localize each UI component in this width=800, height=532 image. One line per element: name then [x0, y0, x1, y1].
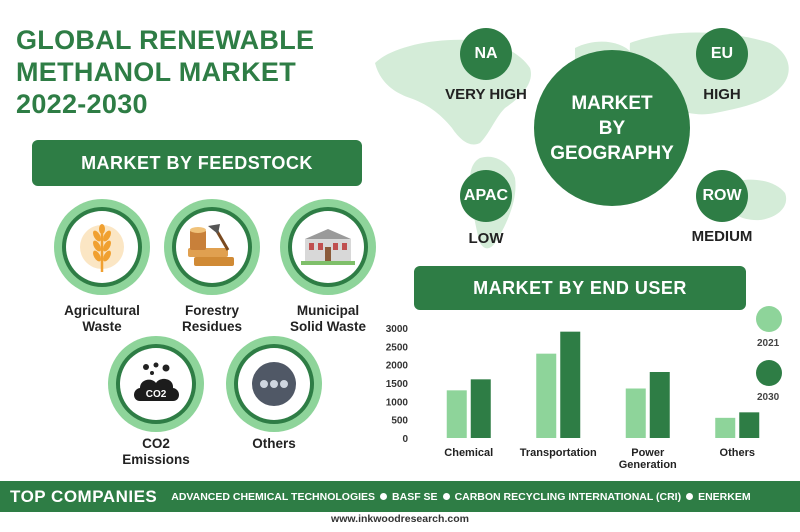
feedstock-co2-label: CO2 Emissions — [96, 436, 216, 468]
top-companies-heading: TOP COMPANIES — [10, 486, 158, 506]
feedstock-agricultural-ring — [54, 199, 150, 295]
y-tick-label: 500 — [391, 416, 408, 427]
region-na-code: NA — [474, 45, 498, 62]
region-row-circle: ROW — [696, 170, 748, 222]
market-by-geography-circle: MARKET BY GEOGRAPHY — [534, 50, 690, 206]
feedstock-others-label: Others — [214, 436, 334, 452]
region-row-code: ROW — [702, 187, 742, 204]
x-category-label: Power — [631, 447, 665, 459]
region-eu-circle: EU — [696, 28, 748, 80]
geo-center-line-1: MARKET — [571, 92, 653, 114]
bar-2030-chemical — [470, 379, 491, 438]
company-2: BASF SE — [392, 490, 438, 503]
feedstock-agricultural-label: Agricultural Waste — [42, 303, 162, 335]
building-icon — [301, 229, 355, 265]
feedstock-agricultural-line-1: Agricultural — [64, 303, 140, 318]
feedstock-municipal-label: Municipal Solid Waste — [268, 303, 388, 335]
website-url: www.inkwoodresearch.com — [331, 513, 469, 525]
region-apac-code: APAC — [463, 187, 509, 204]
feedstock-municipal-ring — [280, 199, 376, 295]
feedstock-heading: MARKET BY FEEDSTOCK — [32, 140, 362, 186]
end-user-bar-chart: 0 500 1000 1500 2000 2500 3000 Chemical Transpor… — [386, 324, 760, 471]
bullet-icon — [442, 493, 450, 500]
feedstock-forestry-label: Forestry Residues — [152, 303, 272, 335]
company-list: ADVANCED CHEMICAL TECHNOLOGIES BASF SE C… — [171, 491, 750, 503]
x-category-label: Chemical — [444, 447, 493, 459]
x-category-label: Others — [720, 447, 755, 459]
legend-swatch-2030 — [756, 360, 782, 386]
title-line-2: METHANOL MARKET — [16, 57, 296, 87]
legend-swatch-2021 — [756, 306, 782, 332]
feedstock-others-line-1: Others — [252, 436, 296, 451]
y-tick-label: 1000 — [386, 397, 409, 408]
feedstock-agricultural-line-2: Waste — [82, 319, 122, 334]
wheat-icon — [80, 224, 124, 272]
geo-center-line-2: BY — [598, 117, 626, 139]
y-tick-label: 0 — [402, 434, 408, 445]
feedstock-municipal-line-1: Municipal — [296, 303, 360, 318]
y-tick-label: 2000 — [386, 361, 409, 372]
feedstock-co2-line-2: Emissions — [122, 452, 190, 467]
bar-2030-others — [739, 412, 760, 438]
region-eu-code: EU — [710, 45, 734, 62]
region-apac-circle: APAC — [460, 170, 512, 222]
legend-label-2030: 2030 — [757, 392, 780, 403]
bar-2021-others — [715, 417, 736, 438]
bar-2021-chemical — [446, 390, 467, 438]
company-4: ENERKEM — [698, 490, 751, 503]
feedstock-co2-ring: CO2 — [108, 336, 204, 432]
feedstock-municipal-line-2: Solid Waste — [289, 319, 366, 334]
region-na-circle: NA — [460, 28, 512, 80]
infographic-title: GLOBAL RENEWABLE METHANOL MARKET 2022-20… — [16, 24, 314, 120]
company-3: CARBON RECYCLING INTERNATIONAL (CRI) — [454, 490, 682, 503]
wood-logs-icon — [188, 224, 234, 266]
x-category-label: Generation — [619, 459, 677, 471]
region-na-level: VERY HIGH — [445, 86, 527, 103]
co2-icon-text: CO2 — [146, 389, 167, 400]
bullet-icon — [380, 493, 388, 500]
y-tick-label: 2500 — [386, 342, 409, 353]
title-line-3: 2022-2030 — [16, 89, 148, 119]
feedstock-co2-line-1: CO2 — [142, 436, 170, 451]
title-line-1: GLOBAL RENEWABLE — [16, 25, 315, 55]
ellipsis-icon — [252, 362, 296, 406]
geo-center-line-3: GEOGRAPHY — [550, 142, 674, 164]
y-tick-label: 3000 — [386, 324, 409, 335]
region-eu-level: HIGH — [703, 86, 741, 103]
co2-cloud-icon: CO2 — [134, 362, 179, 401]
x-category-label: Transportation — [520, 447, 597, 459]
company-1: ADVANCED CHEMICAL TECHNOLOGIES — [171, 490, 376, 503]
legend-label-2021: 2021 — [757, 338, 780, 349]
region-apac-level: LOW — [468, 230, 504, 247]
region-row-level: MEDIUM — [691, 228, 753, 245]
y-tick-label: 1500 — [386, 379, 409, 390]
feedstock-forestry-line-2: Residues — [181, 319, 243, 334]
bar-2030-transportation — [560, 331, 581, 438]
top-companies-bar: TOP COMPANIES ADVANCED CHEMICAL TECHNOLO… — [0, 481, 800, 512]
feedstock-others-ring — [226, 336, 322, 432]
bar-2021-transportation — [536, 353, 557, 438]
feedstock-forestry-ring — [164, 199, 260, 295]
end-user-heading: MARKET BY END USER — [414, 266, 746, 310]
bullet-icon — [686, 493, 694, 500]
bar-2030-power-generation — [649, 372, 670, 438]
bar-2021-power-generation — [625, 388, 646, 438]
feedstock-forestry-line-1: Forestry — [184, 303, 240, 318]
